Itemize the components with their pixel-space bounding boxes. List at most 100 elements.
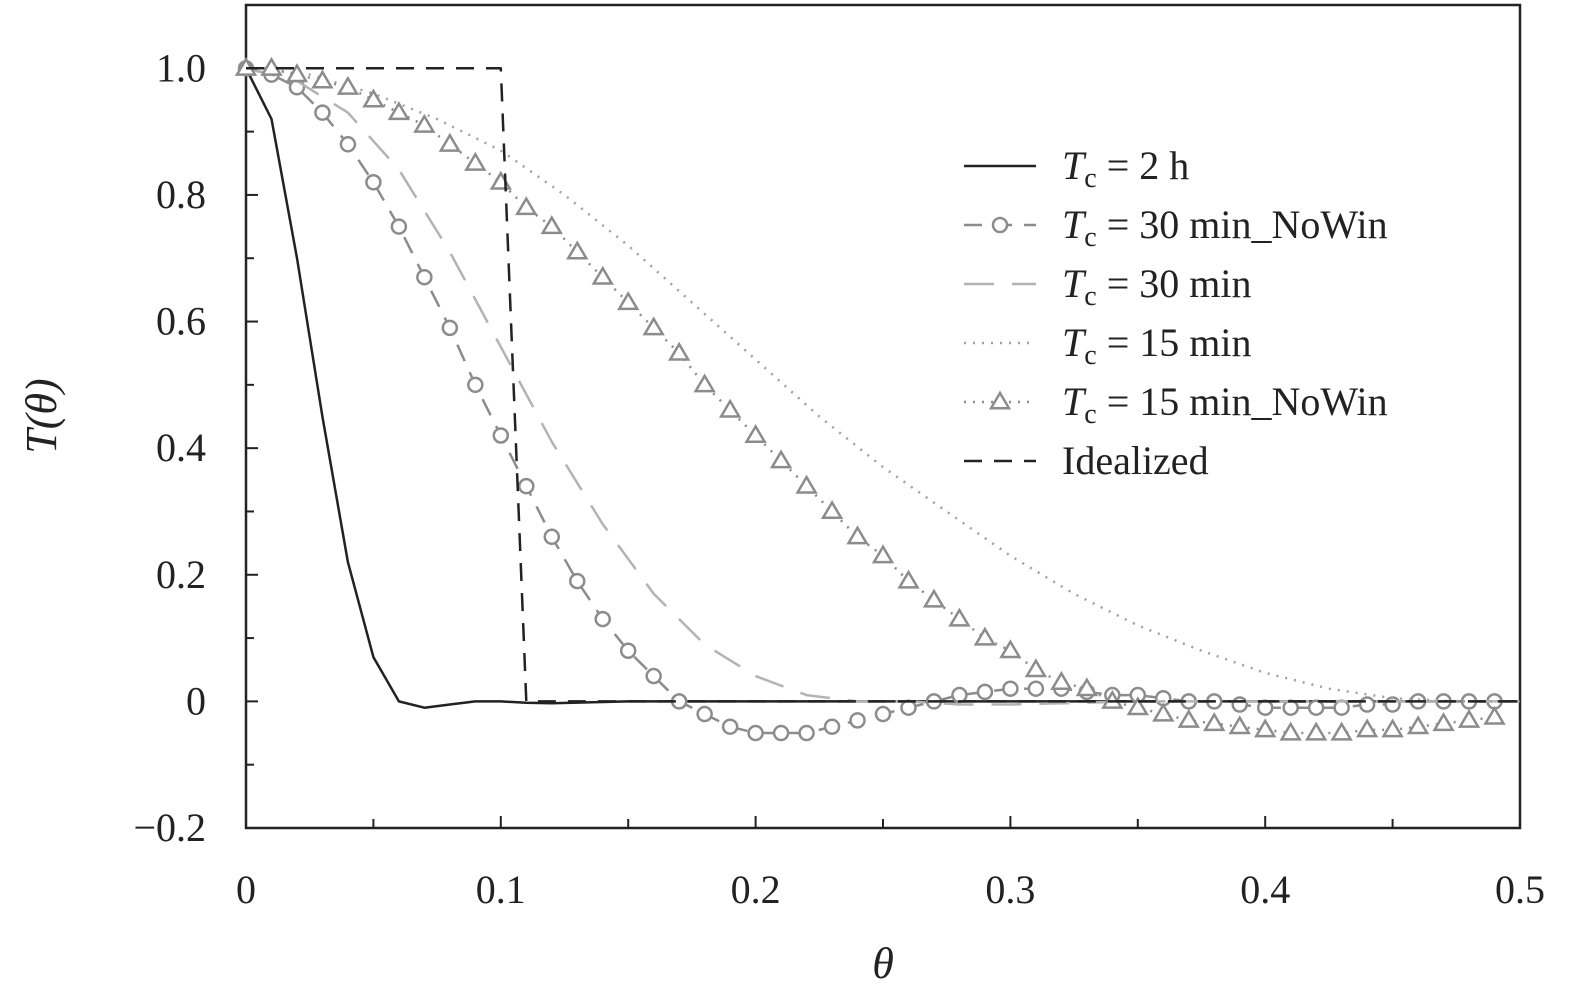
series-4 [234,56,1506,741]
data-point [464,151,487,171]
legend-label: Tc = 30 min [1062,261,1251,312]
data-point [999,639,1022,659]
legend-item: Tc = 30 min_NoWin [964,202,1388,253]
data-point [1231,696,1248,713]
data-point [772,724,790,742]
data-point [234,56,258,76]
x-axis-title: θ [872,939,894,988]
data-point [1254,718,1277,738]
legend-item: Tc = 15 min_NoWin [964,379,1388,430]
data-point [1002,680,1019,697]
data-point [1152,702,1175,722]
series-line [246,67,1520,703]
data-point [518,477,535,495]
y-axis: −0.2 0 0.2 0.4 0.6 0.8 1.0 [133,45,258,850]
x-tick-label: 0.1 [476,867,526,912]
legend-label: Idealized [1062,438,1209,483]
data-point [645,667,662,685]
data-point [1050,670,1073,690]
data-point [642,316,665,336]
data-point [390,218,408,235]
data-point [594,610,611,628]
data-point [489,170,512,190]
y-tick-label: 0.4 [156,425,206,470]
data-point [617,291,640,311]
y-tick-label: 0.2 [156,552,206,597]
data-point [846,525,869,545]
legend-item: Tc = 30 min [964,261,1251,312]
x-tick-label: 0.3 [985,867,1035,912]
series-3 [245,67,1520,703]
data-point [1203,712,1226,732]
data-point [1282,699,1299,716]
data-point [515,196,538,216]
data-point [696,705,713,723]
data-point [1432,712,1455,732]
data-point [823,718,841,735]
data-point [1228,715,1251,735]
data-point [795,474,818,494]
data-point [667,341,691,361]
data-point [747,724,764,742]
data-point [467,376,484,394]
series-0 [244,67,1520,709]
data-point [976,683,994,701]
legend-marker [988,390,1012,410]
data-point [693,373,716,393]
data-point [336,75,360,95]
data-point [362,88,385,108]
data-point [948,607,971,627]
y-tick-label: 1.0 [156,45,206,90]
data-point [1381,718,1404,738]
y-axis-title: T(θ) [17,378,66,453]
data-point [1279,721,1302,741]
data-point [492,427,510,444]
data-point [744,424,767,444]
data-point [1304,721,1328,741]
data-point [897,569,920,589]
data-point [285,63,309,83]
legend-label: Tc = 30 min_NoWin [1062,202,1388,253]
data-point [438,132,462,152]
series-5 [246,67,1520,703]
data-point [1307,699,1325,716]
series-line [244,67,1520,709]
data-point [260,56,283,76]
data-point [314,104,331,121]
data-point [387,101,411,121]
x-axis: 0 0.1 0.2 0.3 0.4 0.5 [236,816,1545,912]
legend-item: Tc = 15 min [964,320,1251,371]
data-point [874,705,892,723]
data-point [721,718,739,735]
data-point [566,240,589,260]
legend-item: Tc = 2 h [964,143,1189,194]
y-tick-label: 0.8 [156,172,206,217]
data-point [1483,705,1506,725]
data-point [543,528,561,546]
data-point [568,572,586,590]
x-tick-label: 0.4 [1240,867,1290,912]
data-point [311,69,334,89]
data-point [1177,708,1200,728]
x-tick-label: 0.5 [1495,867,1545,912]
data-point [1457,708,1481,728]
data-point [1126,696,1149,716]
data-point [540,215,563,235]
data-point [769,449,793,469]
data-point [1027,680,1045,697]
data-point [973,626,997,646]
data-point [339,136,357,153]
data-point [416,268,433,286]
legend-label: Tc = 2 h [1062,143,1189,194]
legend-label: Tc = 15 min [1062,320,1251,371]
legend-marker [991,216,1009,234]
x-tick-label: 0 [236,867,256,912]
data-point [1101,689,1124,709]
data-point [951,686,968,704]
data-point [871,544,895,564]
legend: Tc = 2 h Tc = 30 min_NoWin Tc = 30 min Tc =… [964,143,1388,483]
y-tick-label: 0 [186,678,206,723]
y-tick-label: −0.2 [133,805,206,850]
x-tick-label: 0.2 [731,867,781,912]
legend-label: Tc = 15 min_NoWin [1062,379,1388,430]
